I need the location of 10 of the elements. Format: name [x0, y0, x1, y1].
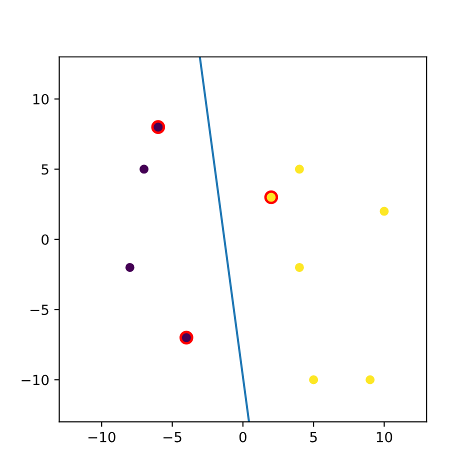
y-tick-label: 10 [33, 94, 49, 104]
y-tick-label: 0 [42, 234, 49, 245]
x-tick-label: −5 [164, 432, 182, 442]
x-tick-label: 0 [239, 432, 246, 442]
x-tick-label: −10 [88, 432, 116, 442]
y-tick-label: −5 [30, 304, 48, 316]
y-tick-label: −10 [22, 374, 49, 386]
x-tick-label: 10 [376, 432, 392, 442]
y-tick-label: 5 [42, 164, 48, 175]
x-tick-label: 5 [310, 432, 317, 442]
